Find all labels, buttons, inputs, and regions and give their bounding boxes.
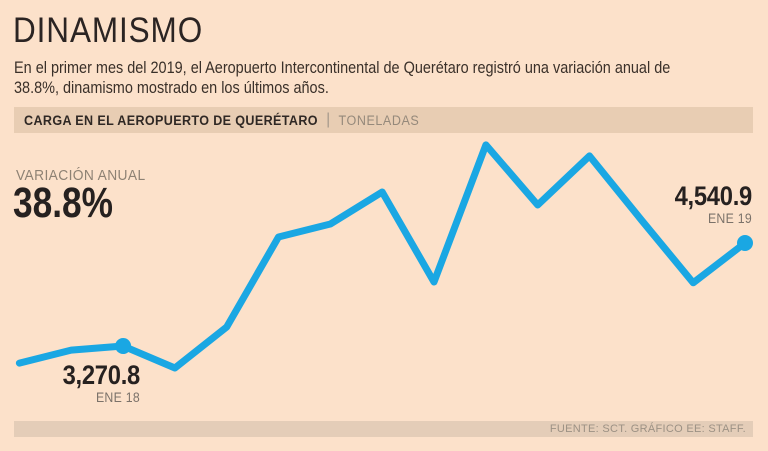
data-point-ene18 — [115, 338, 132, 354]
start-point-value: 3,270.8 — [62, 360, 141, 390]
variation-annual-value: 38.8% — [13, 179, 113, 227]
subtitle-line-2: 38.8%, dinamismo mostrado en los últimos… — [14, 78, 329, 97]
page-title: DINAMISMO — [13, 11, 204, 50]
data-point-ene19 — [737, 235, 753, 251]
start-point-date: ENE 18 — [95, 389, 140, 405]
chart-title-label: CARGA EN EL AEROPUERTO DE QUERÉTARO — [24, 112, 318, 128]
variation-annual-label: VARIACIÓN ANUAL — [16, 167, 146, 184]
end-point-value: 4,540.9 — [674, 181, 753, 211]
subtitle: En el primer mes del 2019, el Aeropuerto… — [14, 58, 762, 98]
divider-bar: | — [326, 111, 331, 128]
source-bar: FUENTE: SCT. GRÁFICO EE: STAFF. — [14, 421, 753, 437]
cargo-line-path — [15, 141, 749, 372]
chart-unit-label: TONELADAS — [338, 112, 420, 128]
subtitle-line-1: En el primer mes del 2019, el Aeropuerto… — [14, 58, 671, 77]
end-point-label: 4,540.9 ENE 19 — [659, 181, 753, 226]
end-point-date: ENE 19 — [707, 210, 752, 226]
chart-header-row: CARGA EN EL AEROPUERTO DE QUERÉTARO | TO… — [24, 111, 419, 129]
chart-header-bar: CARGA EN EL AEROPUERTO DE QUERÉTARO | TO… — [14, 107, 753, 133]
start-point-label: 3,270.8 ENE 18 — [50, 360, 141, 405]
